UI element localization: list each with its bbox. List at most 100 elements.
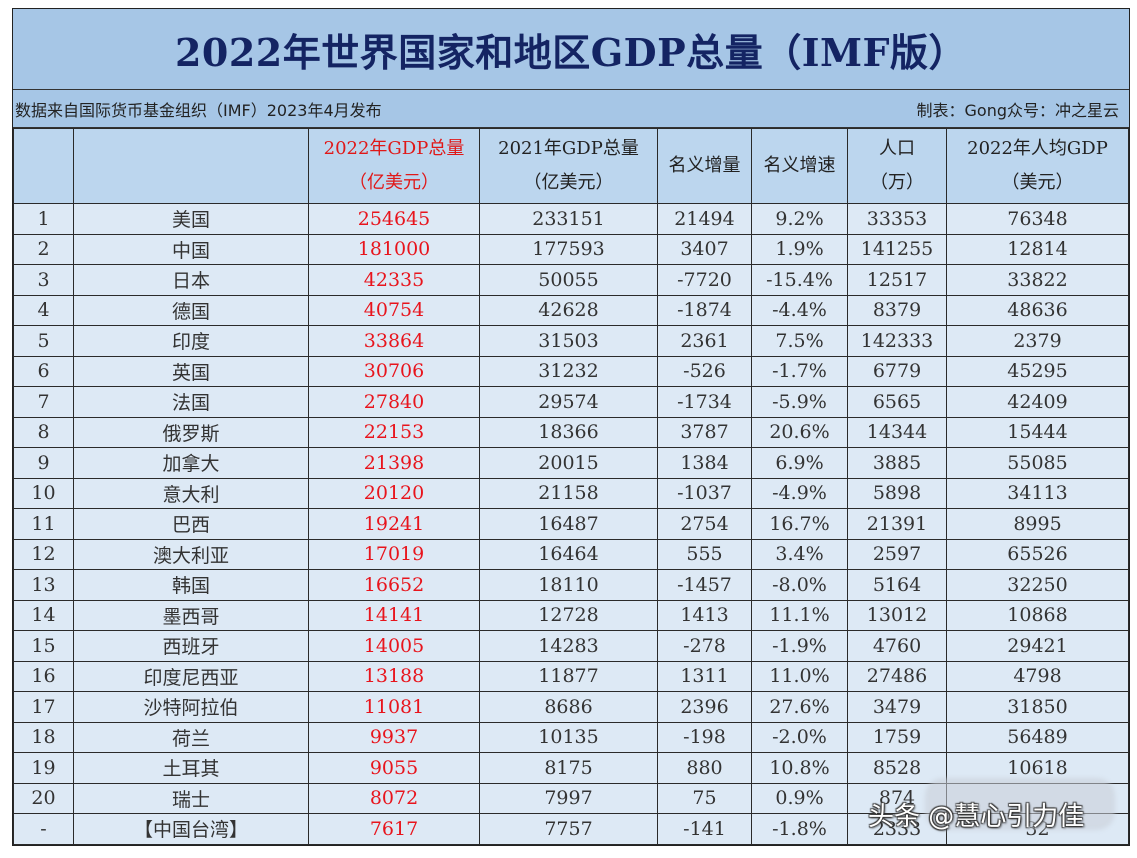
author-note: 制表：Gong众号：冲之星云 [916, 100, 1120, 120]
cell-country: 沙特阿拉伯 [73, 691, 309, 723]
cell-gdp-per-capita-2022: 8995 [946, 508, 1129, 540]
cell-country: 荷兰 [73, 721, 309, 753]
cell-nominal-increase: -1457 [657, 569, 752, 601]
column-header-line2: （亿美元） [523, 172, 614, 193]
cell-gdp-2022: 8072 [308, 782, 480, 814]
cell-nominal-growth: 3.4% [751, 538, 848, 570]
cell-population: 8528 [847, 752, 947, 784]
cell-gdp-per-capita-2022: 45295 [946, 355, 1129, 387]
column-header-country [73, 128, 309, 204]
cell-country: 法国 [73, 386, 309, 418]
cell-nominal-growth: -4.9% [751, 477, 848, 509]
cell-gdp-2021: 50055 [479, 264, 658, 296]
cell-gdp-2022: 17019 [308, 538, 480, 570]
cell-rank: 14 [13, 599, 74, 631]
cell-rank: 10 [13, 477, 74, 509]
cell-nominal-growth: -5.9% [751, 386, 848, 418]
page-title: 2022年世界国家和地区GDP总量（IMF版） [13, 9, 1129, 90]
cell-nominal-growth: -4.4% [751, 294, 848, 326]
cell-nominal-growth: 1.9% [751, 233, 848, 265]
cell-gdp-2022: 7617 [308, 813, 480, 845]
cell-gdp-per-capita-2022: 4798 [946, 660, 1129, 692]
cell-gdp-2021: 14283 [479, 630, 658, 662]
cell-gdp-2021: 233151 [479, 203, 658, 235]
cell-gdp-2022: 22153 [308, 416, 480, 448]
cell-population: 3479 [847, 691, 947, 723]
cell-rank: 7 [13, 386, 74, 418]
cell-nominal-growth: 11.1% [751, 599, 848, 631]
cell-nominal-increase: 3787 [657, 416, 752, 448]
cell-nominal-increase: 1311 [657, 660, 752, 692]
table-row: 1 美国 254645 233151 21494 9.2% 33353 76348 [13, 203, 1129, 235]
column-header-gdp-2022: 2022年GDP总量 （亿美元） [308, 128, 480, 204]
cell-rank: 9 [13, 447, 74, 479]
cell-gdp-2022: 21398 [308, 447, 480, 479]
cell-population: 13012 [847, 599, 947, 631]
column-header-line1: 2021年GDP总量 [498, 138, 639, 159]
cell-nominal-increase: 1413 [657, 599, 752, 631]
cell-nominal-increase: -1874 [657, 294, 752, 326]
cell-gdp-per-capita-2022: 10868 [946, 599, 1129, 631]
cell-nominal-increase: 2754 [657, 508, 752, 540]
cell-gdp-2022: 27840 [308, 386, 480, 418]
cell-rank: 1 [13, 203, 74, 235]
cell-gdp-2021: 16464 [479, 538, 658, 570]
cell-gdp-2022: 11081 [308, 691, 480, 723]
cell-country: 加拿大 [73, 447, 309, 479]
cell-rank: 17 [13, 691, 74, 723]
gdp-table: 2022年GDP总量 （亿美元） 2021年GDP总量 （亿美元） 名义增量 名义增速 人口… [13, 128, 1129, 845]
table-row: 18 荷兰 9937 10135 -198 -2.0% 1759 56489 [13, 721, 1129, 753]
table-row: 3 日本 42335 50055 -7720 -15.4% 12517 33822 [13, 264, 1129, 296]
cell-country: 德国 [73, 294, 309, 326]
cell-nominal-growth: -15.4% [751, 264, 848, 296]
cell-nominal-growth: 16.7% [751, 508, 848, 540]
cell-country: 日本 [73, 264, 309, 296]
cell-country: 巴西 [73, 508, 309, 540]
cell-gdp-2021: 18366 [479, 416, 658, 448]
table-row: 13 韩国 16652 18110 -1457 -8.0% 5164 32250 [13, 569, 1129, 601]
cell-rank: 15 [13, 630, 74, 662]
table-row: 10 意大利 20120 21158 -1037 -4.9% 5898 34113 [13, 477, 1129, 509]
cell-nominal-increase: 2396 [657, 691, 752, 723]
cell-population: 5164 [847, 569, 947, 601]
cell-nominal-increase: 2361 [657, 325, 752, 357]
column-header-nominal-increase: 名义增量 [657, 128, 752, 204]
cell-nominal-growth: -1.8% [751, 813, 848, 845]
cell-population: 14344 [847, 416, 947, 448]
cell-rank: 11 [13, 508, 74, 540]
cell-gdp-2021: 8686 [479, 691, 658, 723]
cell-gdp-2022: 9937 [308, 721, 480, 753]
cell-gdp-2022: 9055 [308, 752, 480, 784]
cell-gdp-per-capita-2022: 29421 [946, 630, 1129, 662]
cell-gdp-per-capita-2022: 31850 [946, 691, 1129, 723]
cell-nominal-increase: -1037 [657, 477, 752, 509]
table-row: 5 印度 33864 31503 2361 7.5% 142333 2379 [13, 325, 1129, 357]
cell-country: 韩国 [73, 569, 309, 601]
cell-gdp-2021: 7997 [479, 782, 658, 814]
cell-country: 【中国台湾】 [73, 813, 309, 845]
cell-gdp-per-capita-2022: 48636 [946, 294, 1129, 326]
cell-rank: 12 [13, 538, 74, 570]
cell-nominal-growth: 20.6% [751, 416, 848, 448]
column-header-line2: （万） [870, 172, 924, 193]
cell-rank: 5 [13, 325, 74, 357]
cell-country: 印度 [73, 325, 309, 357]
cell-gdp-2022: 20120 [308, 477, 480, 509]
cell-nominal-growth: -1.9% [751, 630, 848, 662]
cell-population: 6779 [847, 355, 947, 387]
table-row: 16 印度尼西亚 13188 11877 1311 11.0% 27486 4798 [13, 660, 1129, 692]
cell-population: 6565 [847, 386, 947, 418]
cell-rank: 18 [13, 721, 74, 753]
cell-country: 瑞士 [73, 782, 309, 814]
cell-rank: 3 [13, 264, 74, 296]
cell-nominal-growth: -8.0% [751, 569, 848, 601]
cell-nominal-increase: 1384 [657, 447, 752, 479]
column-header-line1: 2022年GDP总量 [323, 138, 465, 159]
cell-population: 21391 [847, 508, 947, 540]
cell-country: 西班牙 [73, 630, 309, 662]
cell-gdp-2021: 20015 [479, 447, 658, 479]
cell-gdp-per-capita-2022: 56489 [946, 721, 1129, 753]
cell-nominal-increase: 3407 [657, 233, 752, 265]
cell-gdp-2021: 177593 [479, 233, 658, 265]
